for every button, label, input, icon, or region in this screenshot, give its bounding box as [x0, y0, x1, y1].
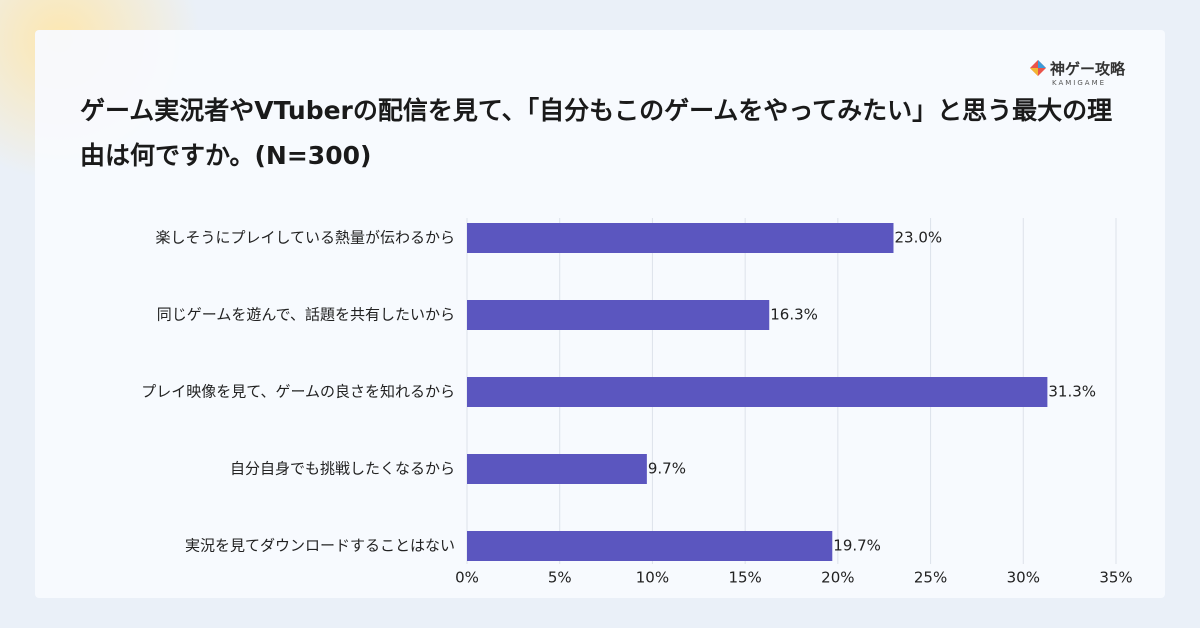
y-tick-label: 実況を見てダウンロードすることはない [185, 537, 455, 555]
value-label: 31.3% [1048, 383, 1096, 401]
value-label: 19.7% [833, 537, 881, 555]
y-tick-label: 自分自身でも挑戦したくなるから [230, 460, 455, 478]
y-tick-label: 楽しそうにプレイしている熱量が伝わるから [155, 229, 455, 247]
x-tick-label: 10% [636, 569, 669, 587]
logo-subtext: KAMIGAME [1052, 79, 1107, 87]
y-tick-label: プレイ映像を見て、ゲームの良さを知れるから [141, 383, 455, 401]
bar [467, 454, 647, 484]
value-label: 23.0% [894, 229, 942, 247]
logo-icon [1030, 60, 1046, 76]
logo-text: 神ゲー攻略 [1050, 60, 1126, 78]
bar [467, 223, 894, 253]
x-tick-label: 25% [914, 569, 947, 587]
x-tick-label: 35% [1099, 569, 1132, 587]
bar [467, 531, 833, 561]
bar [467, 377, 1048, 407]
x-tick-label: 0% [455, 569, 479, 587]
value-label: 9.7% [648, 460, 686, 478]
bar [467, 300, 770, 330]
x-tick-label: 5% [548, 569, 572, 587]
chart-title: ゲーム実況者やVTuberの配信を見て、「自分もこのゲームをやってみたい」と思う… [80, 96, 1113, 170]
x-tick-label: 20% [821, 569, 854, 587]
x-tick-label: 30% [1007, 569, 1040, 587]
x-tick-label: 15% [728, 569, 761, 587]
y-tick-label: 同じゲームを遊んで、話題を共有したいから [157, 306, 455, 324]
value-label: 16.3% [770, 306, 818, 324]
logo: 神ゲー攻略 KAMIGAME [1030, 58, 1125, 87]
